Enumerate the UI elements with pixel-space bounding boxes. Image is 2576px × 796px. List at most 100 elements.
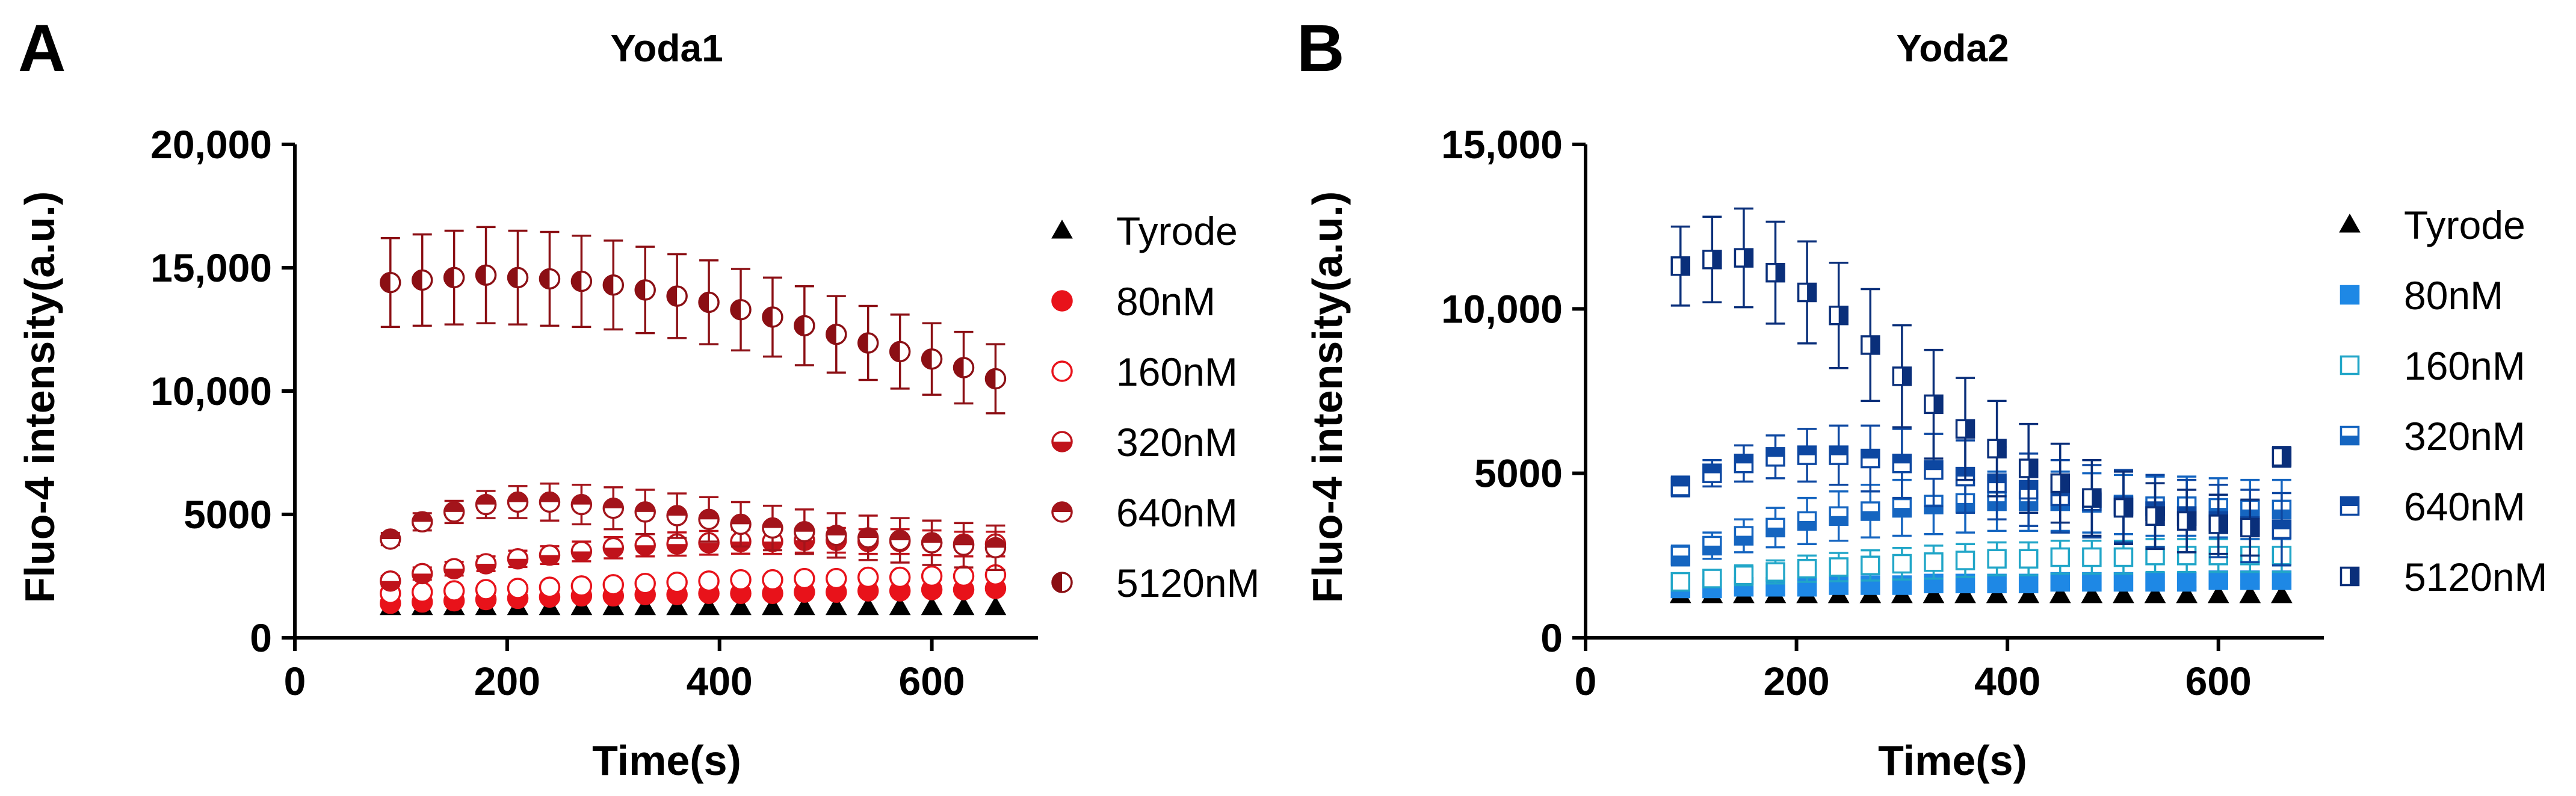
data-point: [2207, 584, 2229, 603]
legend-marker: [1051, 572, 1073, 593]
data-point: [1765, 262, 1785, 283]
data-point: [2272, 519, 2292, 539]
legend-item: 320nM: [2340, 414, 2525, 458]
data-point: [539, 491, 561, 513]
data-point: [634, 279, 656, 301]
y-axis-title-yoda2: Fluo-4 intensity(a.u.): [1304, 191, 1351, 603]
legend-item: Tyrode: [2339, 203, 2525, 247]
data-point: [921, 532, 943, 554]
series-tyrode: [1669, 584, 2293, 603]
data-point: [411, 511, 433, 533]
data-point: [889, 596, 911, 616]
x-axis-title-yoda1: Time(s): [592, 737, 741, 784]
series-320nm: [380, 526, 1007, 592]
data-point: [1734, 565, 1754, 585]
legend-marker: [2340, 285, 2360, 305]
plot-area-yoda1: 0 5000 10,000 15,000 20,000 0 200 400 600: [150, 122, 1038, 703]
data-point: [1861, 335, 1880, 355]
data-point: [1955, 551, 1975, 570]
series-640nm: [1670, 424, 2292, 567]
legend-label: Tyrode: [2404, 203, 2525, 247]
data-point: [857, 527, 879, 549]
series-320nm: [1670, 471, 2292, 567]
data-point: [953, 534, 975, 556]
series-80nm: [380, 578, 1007, 614]
data-point: [921, 596, 943, 616]
data-point: [2049, 584, 2071, 603]
data-point: [634, 573, 656, 594]
data-point: [1987, 439, 2007, 458]
data-point: [762, 306, 783, 328]
data-point: [698, 596, 720, 616]
data-point: [1670, 477, 1691, 496]
data-point: [2050, 547, 2071, 567]
y-tick-label: 15,000: [150, 245, 272, 290]
legend-marker: [2340, 425, 2360, 446]
data-point: [984, 537, 1007, 559]
data-point: [1987, 573, 2007, 594]
legend-label: 640nM: [1116, 490, 1238, 535]
data-point: [507, 578, 529, 599]
plot-area-yoda2: 0 5000 10,000 15,000 0 200 400 600: [1441, 122, 2324, 703]
data-point: [2082, 572, 2102, 592]
data-point: [826, 525, 847, 546]
data-point: [953, 596, 975, 616]
series-160nm: [1670, 538, 2292, 592]
data-point: [2176, 572, 2197, 592]
series-80nm: [1670, 570, 2292, 599]
legend-label: 5120nM: [1116, 561, 1260, 605]
data-point: [1734, 248, 1754, 268]
panel-yoda1: A Yoda1 Time(s) Fluo-4 intensity(a.u.) 0…: [16, 11, 1260, 784]
data-point: [411, 269, 433, 291]
data-point: [2082, 488, 2102, 508]
data-point: [411, 581, 433, 603]
data-point: [507, 491, 529, 513]
data-point: [1670, 572, 1691, 592]
y-tick-label: 0: [1540, 616, 1563, 660]
data-point: [380, 570, 401, 592]
data-point: [2113, 572, 2134, 592]
x-tick-label: 600: [899, 659, 965, 703]
legend-marker: [2340, 496, 2360, 516]
data-point: [570, 575, 593, 597]
data-point: [2208, 514, 2228, 534]
data-point: [1829, 557, 1849, 577]
data-point: [507, 548, 529, 570]
data-point: [1829, 445, 1849, 465]
data-point: [602, 274, 625, 296]
data-point: [1702, 569, 1722, 588]
data-point: [2082, 547, 2102, 567]
data-point: [1861, 448, 1880, 469]
data-point: [953, 565, 975, 587]
data-point: [2240, 570, 2260, 590]
data-point: [443, 501, 465, 523]
data-point: [1702, 250, 1722, 270]
data-point: [1892, 454, 1912, 474]
legend-label: 80nM: [1116, 279, 1215, 324]
data-point: [825, 596, 847, 616]
data-point: [794, 520, 815, 543]
data-point: [1892, 366, 1912, 386]
data-point: [570, 540, 593, 563]
legend-label: Tyrode: [1116, 209, 1238, 253]
data-point: [2239, 584, 2261, 603]
chart-title-yoda2: Yoda2: [1896, 26, 2009, 70]
data-point: [602, 574, 625, 596]
data-point: [889, 529, 911, 551]
data-point: [666, 596, 688, 616]
data-point: [2050, 473, 2071, 493]
data-point: [2240, 517, 2260, 538]
data-point: [443, 558, 465, 579]
legend-item: 160nM: [1051, 350, 1238, 394]
data-point: [1702, 463, 1722, 483]
data-point: [380, 528, 401, 550]
x-tick-label: 600: [2185, 659, 2252, 703]
legend-marker: [2340, 355, 2360, 375]
legend-item: 80nM: [2340, 273, 2503, 318]
data-point: [666, 505, 688, 526]
data-point: [698, 291, 720, 313]
data-point: [2176, 584, 2198, 603]
data-point: [921, 565, 943, 587]
data-point: [380, 271, 401, 294]
